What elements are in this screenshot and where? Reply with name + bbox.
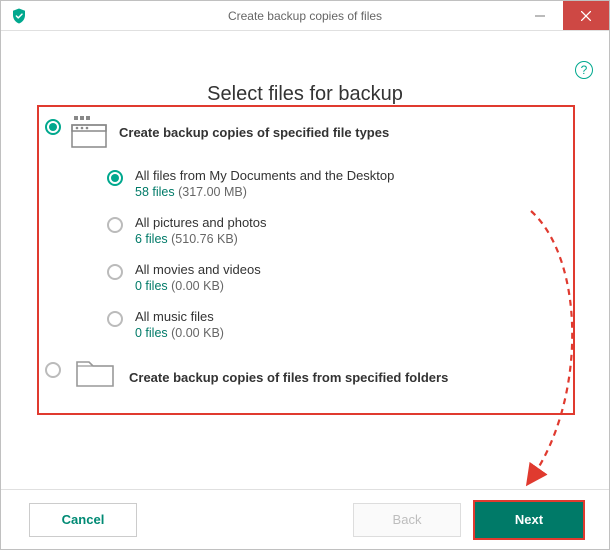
sub-label: All music files bbox=[135, 309, 224, 326]
radio-pictures[interactable] bbox=[107, 217, 123, 233]
file-count: 0 files bbox=[135, 326, 168, 340]
file-size: (0.00 KB) bbox=[171, 326, 224, 340]
file-size: (0.00 KB) bbox=[171, 279, 224, 293]
option-by-file-types[interactable]: Create backup copies of specified file t… bbox=[45, 117, 561, 154]
titlebar: Create backup copies of files bbox=[1, 1, 609, 31]
next-button[interactable]: Next bbox=[473, 500, 585, 540]
file-size: (510.76 KB) bbox=[171, 232, 238, 246]
sub-option-documents[interactable]: All files from My Documents and the Desk… bbox=[107, 168, 561, 199]
radio-movies[interactable] bbox=[107, 264, 123, 280]
options-highlight-box: Create backup copies of specified file t… bbox=[37, 105, 575, 415]
help-icon[interactable]: ? bbox=[575, 61, 593, 79]
sub-label: All pictures and photos bbox=[135, 215, 267, 232]
backup-wizard-window: Create backup copies of files ? Select f… bbox=[0, 0, 610, 550]
option-by-folders[interactable]: Create backup copies of files from speci… bbox=[45, 360, 561, 393]
window-controls bbox=[517, 1, 609, 30]
file-count: 6 files bbox=[135, 232, 168, 246]
back-button: Back bbox=[353, 503, 461, 537]
radio-by-folders[interactable] bbox=[45, 362, 61, 378]
sub-option-movies[interactable]: All movies and videos 0 files (0.00 KB) bbox=[107, 262, 561, 293]
sub-option-music[interactable]: All music files 0 files (0.00 KB) bbox=[107, 309, 561, 340]
sub-label: All movies and videos bbox=[135, 262, 261, 279]
option-by-file-types-label: Create backup copies of specified file t… bbox=[119, 117, 389, 140]
minimize-button[interactable] bbox=[517, 1, 563, 30]
app-shield-icon bbox=[9, 6, 29, 26]
radio-documents[interactable] bbox=[107, 170, 123, 186]
wizard-footer: Cancel Back Next bbox=[1, 489, 609, 549]
page-heading: Select files for backup bbox=[1, 83, 609, 106]
close-button[interactable] bbox=[563, 1, 609, 30]
folder-icon bbox=[75, 356, 115, 393]
file-type-sub-options: All files from My Documents and the Desk… bbox=[107, 168, 561, 340]
file-size: (317.00 MB) bbox=[178, 185, 247, 199]
sub-label: All files from My Documents and the Desk… bbox=[135, 168, 394, 185]
file-count: 0 files bbox=[135, 279, 168, 293]
option-by-folders-label: Create backup copies of files from speci… bbox=[129, 360, 448, 385]
cancel-button[interactable]: Cancel bbox=[29, 503, 137, 537]
file-count: 58 files bbox=[135, 185, 175, 199]
radio-music[interactable] bbox=[107, 311, 123, 327]
sub-option-pictures[interactable]: All pictures and photos 6 files (510.76 … bbox=[107, 215, 561, 246]
radio-by-file-types[interactable] bbox=[45, 119, 61, 135]
file-types-icon bbox=[71, 115, 109, 154]
